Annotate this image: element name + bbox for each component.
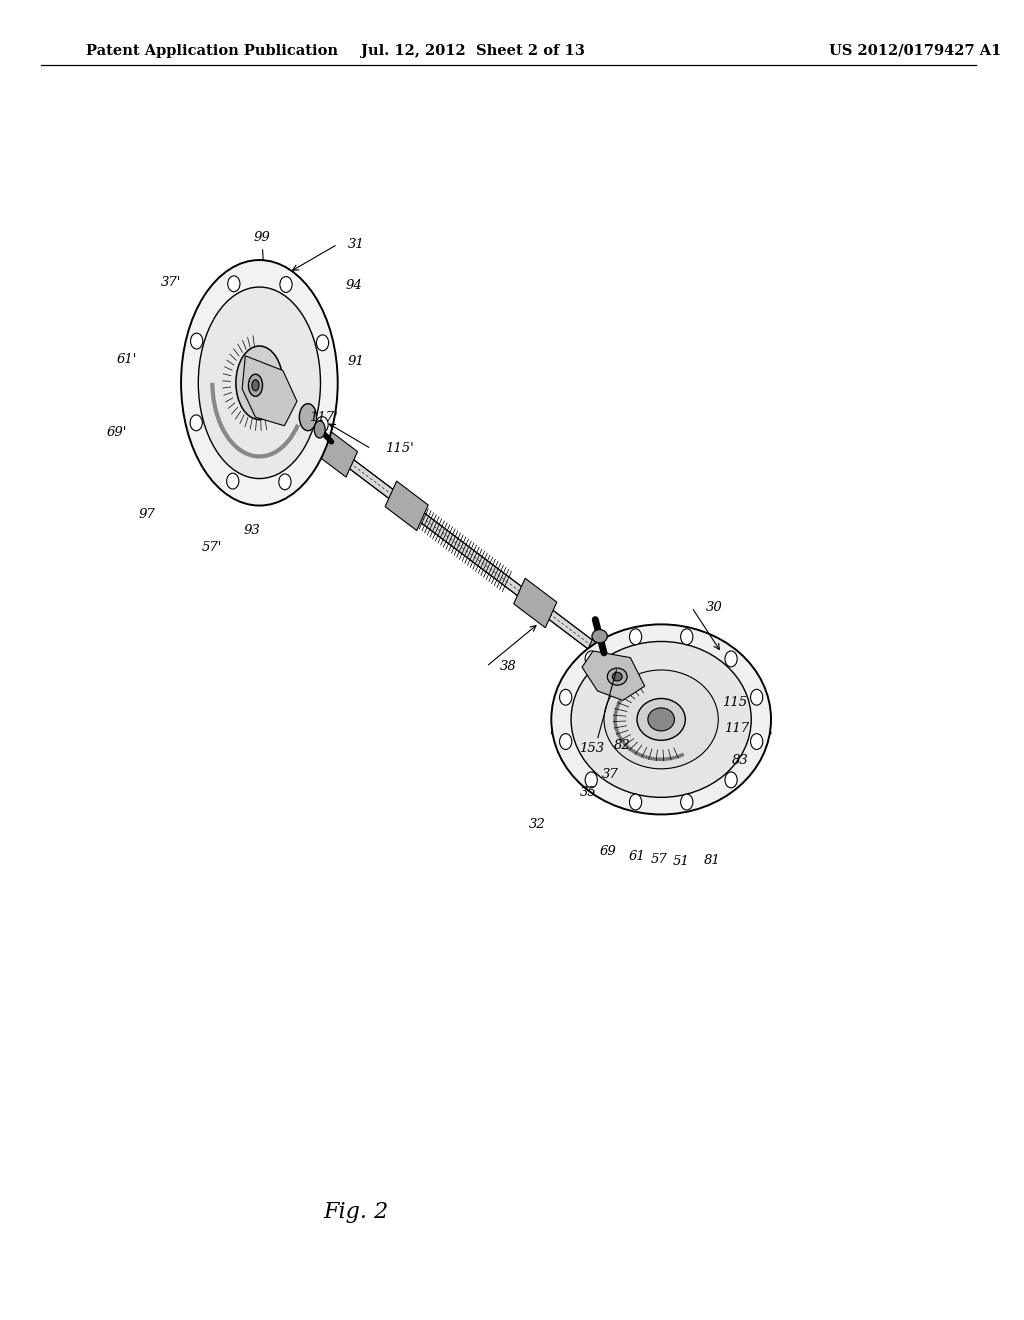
Ellipse shape	[592, 630, 607, 643]
Ellipse shape	[585, 651, 597, 667]
Ellipse shape	[681, 628, 693, 644]
Ellipse shape	[559, 734, 571, 750]
Polygon shape	[514, 578, 557, 628]
Ellipse shape	[725, 651, 737, 667]
Text: Patent Application Publication: Patent Application Publication	[86, 44, 339, 58]
Ellipse shape	[299, 404, 316, 430]
Polygon shape	[385, 480, 428, 531]
Ellipse shape	[637, 698, 685, 741]
Polygon shape	[582, 651, 645, 701]
Text: Fig. 2: Fig. 2	[324, 1201, 389, 1222]
Text: 69: 69	[600, 845, 616, 858]
Ellipse shape	[279, 474, 291, 490]
Ellipse shape	[316, 417, 329, 433]
Polygon shape	[585, 632, 628, 681]
Text: 82: 82	[614, 739, 631, 752]
Text: 35: 35	[580, 785, 596, 799]
Ellipse shape	[252, 380, 259, 391]
Ellipse shape	[551, 624, 771, 814]
Text: 61': 61'	[117, 352, 137, 366]
Ellipse shape	[751, 689, 763, 705]
Ellipse shape	[630, 628, 642, 644]
Text: 81: 81	[703, 854, 721, 867]
Ellipse shape	[559, 689, 571, 705]
Ellipse shape	[199, 286, 321, 479]
Text: US 2012/0179427 A1: US 2012/0179427 A1	[829, 44, 1001, 58]
Text: 61: 61	[629, 850, 645, 863]
Ellipse shape	[604, 671, 718, 768]
Text: 117': 117'	[309, 411, 338, 424]
Ellipse shape	[607, 668, 627, 685]
Text: Jul. 12, 2012  Sheet 2 of 13: Jul. 12, 2012 Sheet 2 of 13	[361, 44, 585, 58]
Text: 94: 94	[346, 279, 362, 292]
Ellipse shape	[612, 672, 623, 681]
Polygon shape	[308, 429, 634, 680]
Ellipse shape	[571, 642, 752, 797]
Text: 51: 51	[673, 855, 690, 869]
Text: 99: 99	[254, 231, 270, 244]
Ellipse shape	[648, 708, 675, 731]
Polygon shape	[314, 428, 357, 477]
Ellipse shape	[725, 772, 737, 788]
Text: 30: 30	[706, 601, 722, 614]
Ellipse shape	[226, 473, 239, 488]
Text: 57': 57'	[202, 541, 222, 554]
Text: 153: 153	[580, 742, 604, 755]
Ellipse shape	[314, 421, 326, 438]
Text: 91: 91	[347, 355, 365, 368]
Polygon shape	[242, 356, 297, 426]
Text: 83: 83	[732, 754, 749, 767]
Ellipse shape	[236, 346, 283, 420]
Text: 117: 117	[724, 722, 749, 735]
Ellipse shape	[280, 277, 292, 293]
Text: 37: 37	[602, 768, 618, 781]
Ellipse shape	[249, 374, 262, 396]
Text: 69': 69'	[106, 426, 127, 440]
Text: 38: 38	[500, 660, 517, 673]
Ellipse shape	[190, 414, 203, 430]
Ellipse shape	[585, 772, 597, 788]
Ellipse shape	[181, 260, 338, 506]
Text: 37': 37'	[161, 276, 181, 289]
Ellipse shape	[630, 795, 642, 810]
Ellipse shape	[751, 734, 763, 750]
Text: 32: 32	[528, 818, 546, 832]
Text: 115': 115'	[385, 442, 414, 455]
Ellipse shape	[227, 276, 240, 292]
Ellipse shape	[316, 335, 329, 351]
Text: 97: 97	[138, 508, 155, 521]
Text: 93: 93	[244, 524, 261, 537]
Ellipse shape	[190, 333, 203, 348]
Ellipse shape	[551, 721, 771, 744]
Text: 57: 57	[651, 853, 668, 866]
Ellipse shape	[681, 795, 693, 810]
Text: 31: 31	[347, 238, 365, 251]
Text: 115: 115	[722, 696, 746, 709]
